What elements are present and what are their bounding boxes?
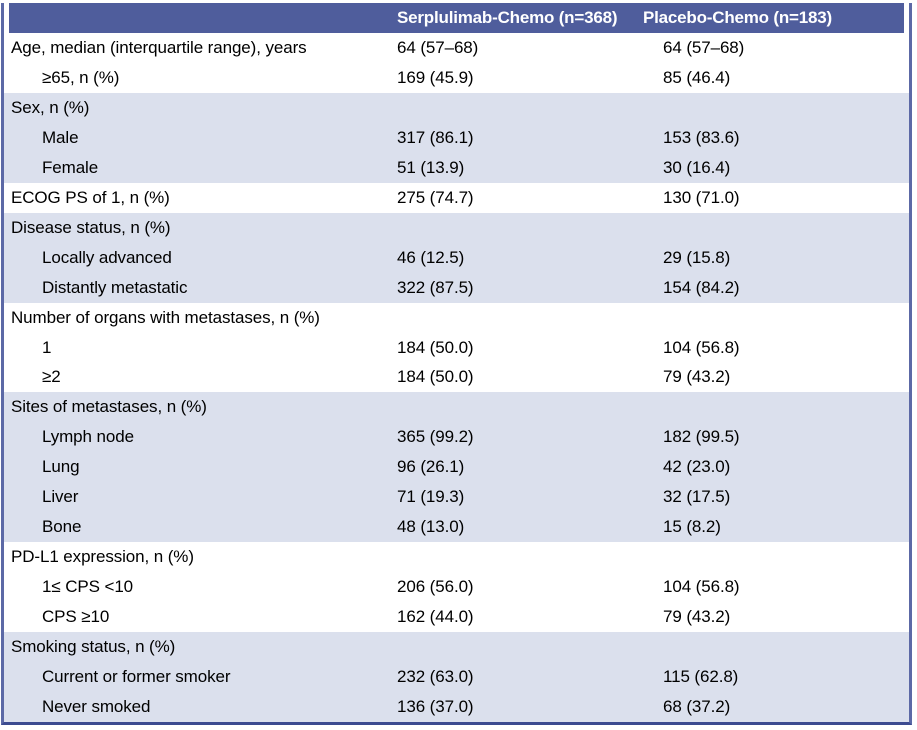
row-label: Current or former smoker (42, 666, 231, 686)
value-serplulimab-chemo: 206 (56.0) (397, 577, 474, 597)
value-serplulimab-chemo: 322 (87.5) (397, 277, 474, 297)
value-placebo-chemo: 42 (23.0) (663, 457, 731, 477)
value-serplulimab-chemo: 365 (99.2) (397, 427, 474, 447)
row-label: 1≤ CPS <10 (42, 577, 134, 597)
row-label: Lymph node (42, 427, 134, 447)
table-row: Number of organs with metastases, n (%) (4, 302, 909, 333)
table-row: ≥2 184 (50.0) 79 (43.2) (4, 362, 909, 393)
value-serplulimab-chemo: 184 (50.0) (397, 367, 474, 387)
value-placebo-chemo: 15 (8.2) (663, 517, 721, 537)
table-row: ECOG PS of 1, n (%) 275 (74.7) 130 (71.0… (4, 182, 909, 213)
row-label: CPS ≥10 (42, 607, 110, 627)
value-serplulimab-chemo: 64 (57–68) (397, 37, 479, 57)
table-row: 1≤ CPS <10 206 (56.0) 104 (56.8) (4, 572, 909, 603)
value-placebo-chemo: 104 (56.8) (663, 337, 740, 357)
row-label: Lung (42, 457, 80, 477)
table-row: Disease status, n (%) (4, 212, 909, 243)
value-serplulimab-chemo: 232 (63.0) (397, 666, 474, 686)
value-placebo-chemo: 29 (15.8) (663, 247, 731, 267)
row-label: Sites of metastases, n (%) (11, 397, 207, 417)
table-row: Male 317 (86.1) 153 (83.6) (4, 122, 909, 153)
table-body: Age, median (interquartile range), years… (4, 33, 909, 722)
value-placebo-chemo: 68 (37.2) (663, 696, 731, 716)
table-row: 1 184 (50.0) 104 (56.8) (4, 332, 909, 363)
table-row: Lung 96 (26.1) 42 (23.0) (4, 452, 909, 483)
value-placebo-chemo: 115 (62.8) (663, 666, 739, 686)
table-row: Bone 48 (13.0) 15 (8.2) (4, 512, 909, 543)
value-serplulimab-chemo: 184 (50.0) (397, 337, 474, 357)
value-serplulimab-chemo: 162 (44.0) (397, 607, 474, 627)
value-serplulimab-chemo: 71 (19.3) (397, 487, 465, 507)
row-label: ECOG PS of 1, n (%) (11, 187, 170, 207)
value-serplulimab-chemo: 48 (13.0) (397, 517, 465, 537)
value-placebo-chemo: 79 (43.2) (663, 607, 731, 627)
value-serplulimab-chemo: 275 (74.7) (397, 187, 474, 207)
table-row: Lymph node 365 (99.2) 182 (99.5) (4, 422, 909, 453)
row-label: ≥2 (42, 367, 61, 387)
table-row: Age, median (interquartile range), years… (4, 33, 909, 63)
table-row: Smoking status, n (%) (4, 632, 909, 663)
baseline-characteristics-table: Serplulimab-Chemo (n=368) Placebo-Chemo … (1, 3, 912, 725)
row-label: Female (42, 157, 99, 177)
row-label: ≥65, n (%) (42, 67, 120, 87)
value-serplulimab-chemo: 46 (12.5) (397, 247, 465, 267)
value-serplulimab-chemo: 96 (26.1) (397, 457, 465, 477)
row-label: Male (42, 127, 79, 147)
value-placebo-chemo: 32 (17.5) (663, 487, 731, 507)
row-label: Smoking status, n (%) (11, 637, 176, 657)
row-label: Sex, n (%) (11, 97, 90, 117)
table-row: Current or former smoker 232 (63.0) 115 … (4, 662, 909, 692)
column-header-placebo-chemo: Placebo-Chemo (n=183) (643, 8, 832, 27)
row-label: Liver (42, 487, 79, 507)
table-header-row: Serplulimab-Chemo (n=368) Placebo-Chemo … (9, 3, 904, 33)
table-row: PD-L1 expression, n (%) (4, 542, 909, 573)
value-serplulimab-chemo: 169 (45.9) (397, 67, 474, 87)
table-row: ≥65, n (%) 169 (45.9) 85 (46.4) (4, 62, 909, 93)
table-row: Sites of metastases, n (%) (4, 392, 909, 423)
value-serplulimab-chemo: 51 (13.9) (397, 157, 465, 177)
row-label: PD-L1 expression, n (%) (11, 547, 194, 567)
row-label: Age, median (interquartile range), years (11, 37, 307, 57)
row-label: 1 (42, 337, 52, 357)
value-placebo-chemo: 30 (16.4) (663, 157, 731, 177)
value-placebo-chemo: 85 (46.4) (663, 67, 731, 87)
table-row: Never smoked 136 (37.0) 68 (37.2) (4, 691, 909, 722)
value-placebo-chemo: 130 (71.0) (663, 187, 740, 207)
value-placebo-chemo: 182 (99.5) (663, 427, 740, 447)
table-row: Locally advanced 46 (12.5) 29 (15.8) (4, 242, 909, 273)
value-placebo-chemo: 153 (83.6) (663, 127, 740, 147)
row-label: Never smoked (42, 696, 151, 716)
value-placebo-chemo: 104 (56.8) (663, 577, 740, 597)
table-row: Female 51 (13.9) 30 (16.4) (4, 152, 909, 183)
value-serplulimab-chemo: 136 (37.0) (397, 696, 474, 716)
column-header-serplulimab-chemo: Serplulimab-Chemo (n=368) (397, 8, 618, 27)
row-label: Distantly metastatic (42, 277, 188, 297)
table-row: Distantly metastatic 322 (87.5) 154 (84.… (4, 272, 909, 303)
value-placebo-chemo: 64 (57–68) (663, 37, 745, 57)
value-serplulimab-chemo: 317 (86.1) (397, 127, 474, 147)
row-label: Bone (42, 517, 82, 537)
row-label: Locally advanced (42, 247, 172, 267)
value-placebo-chemo: 154 (84.2) (663, 277, 740, 297)
row-label: Number of organs with metastases, n (%) (11, 307, 320, 327)
value-placebo-chemo: 79 (43.2) (663, 367, 731, 387)
table-row: CPS ≥10 162 (44.0) 79 (43.2) (4, 602, 909, 633)
table-row: Liver 71 (19.3) 32 (17.5) (4, 482, 909, 513)
row-label: Disease status, n (%) (11, 217, 171, 237)
table-row: Sex, n (%) (4, 92, 909, 123)
